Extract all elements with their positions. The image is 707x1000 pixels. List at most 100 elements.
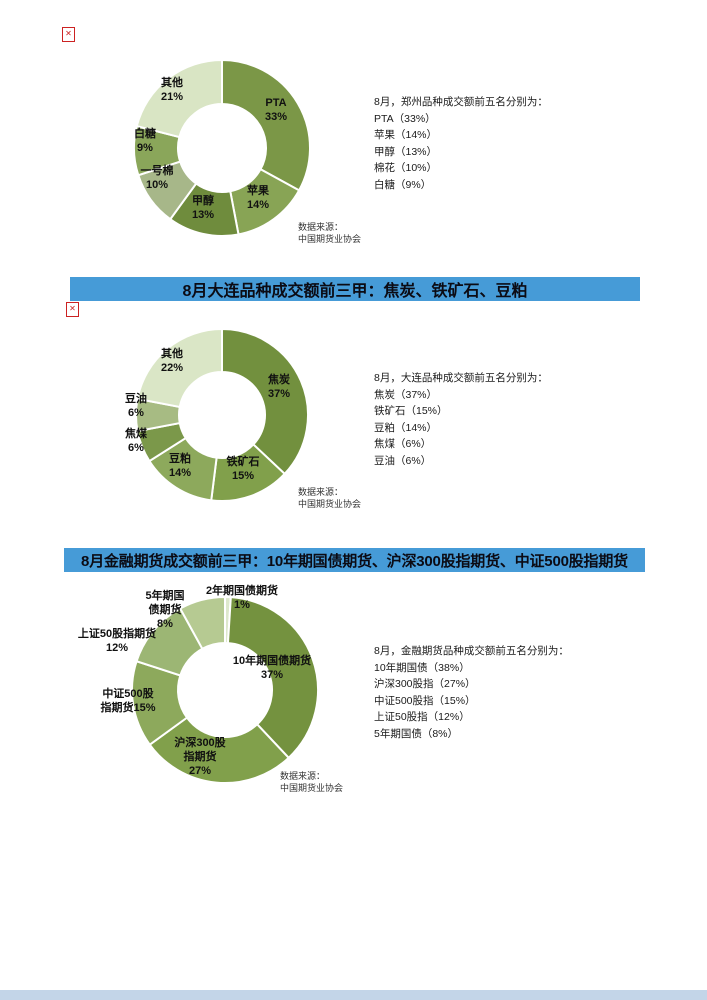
data-source: 数据来源： 中国期货业协会 [280, 770, 343, 794]
donut-svg [135, 327, 309, 502]
slice-label-line: 债期货 [148, 604, 182, 616]
slice-label: 一号棉 10% [141, 164, 174, 192]
note-intro: 8月，郑州品种成交额前五名分别为： [374, 96, 548, 108]
slice-label: 苹果 14% [247, 184, 269, 212]
slice-label-line: 其他 [161, 348, 183, 360]
donut-slice [226, 596, 319, 760]
note-item: 豆油（6%） [374, 454, 432, 467]
slice-label-line: 上证50股指期货 [77, 628, 157, 640]
slice-label-line: 指期货15% [100, 702, 156, 714]
slice-label-line: 焦煤 [125, 428, 147, 440]
slice-label-line: 6% [128, 442, 144, 454]
slice-label-line: 苹果 [247, 185, 269, 197]
broken-image-icon: ✕ [62, 27, 75, 42]
slice-label: 焦炭 37% [268, 373, 290, 401]
slice-label-line: 指期货 [183, 751, 217, 763]
slice-label: 2年期国债期货 1% [206, 584, 278, 612]
note-intro: 8月，大连品种成交额前五名分别为： [374, 372, 548, 384]
donut-slice [135, 58, 223, 139]
slice-label: PTA 33% [265, 96, 287, 124]
donut-slice [178, 595, 226, 651]
data-source-line: 中国期货业协会 [298, 234, 362, 244]
data-source-line: 中国期货业协会 [298, 499, 362, 509]
donut-chart-zhengzhou: PTA 33% 苹果 14% 甲醇 13% 一号棉 10% 白糖 9% 其他 21% [52, 48, 402, 253]
note-item: 焦炭（37%） [374, 388, 438, 401]
donut-slice [148, 716, 291, 784]
slice-label-line: 焦炭 [268, 374, 290, 386]
donut-slice [221, 327, 309, 476]
data-source: 数据来源： 中国期货业协会 [298, 221, 361, 245]
slice-label-line: 一号棉 [140, 165, 174, 177]
note-item: 焦煤（6%） [374, 438, 432, 450]
slice-label-line: 豆油 [125, 393, 147, 405]
note-item: PTA（33%） [374, 112, 436, 125]
slice-label: 豆油 6% [125, 392, 147, 420]
note-intro: 8月，金融期货品种成交额前五名分别为： [374, 645, 569, 657]
slice-label-line: 白糖 [134, 128, 156, 140]
note-item: 棉花（10%） [374, 162, 438, 174]
note-item: 上证50股指（12%） [374, 711, 470, 723]
note-items: PTA（33%） 苹果（14%） 甲醇（13%） 棉花（10%） 白糖（9%） [374, 111, 548, 194]
broken-image-icon: ✕ [66, 302, 79, 317]
slice-label-line: 10年期国债期货 [232, 655, 312, 667]
donut-slice [136, 327, 223, 409]
note-item: 5年期国债（8%） [374, 727, 459, 740]
slice-label-line: 沪深300股 [174, 737, 226, 749]
slice-label-line: 5年期国 [145, 590, 185, 602]
slice-label-line: 13% [191, 209, 215, 221]
donut-svg [131, 595, 319, 784]
donut-svg [133, 58, 311, 237]
note-item: 甲醇（13%） [374, 145, 438, 158]
note-item: 铁矿石（15%） [374, 405, 448, 417]
donut-chart-financial: 2年期国债期货 1% 10年期国债期货 37% 沪深300股 指期货 27% 中证500股 指期… [50, 578, 430, 813]
donut-chart-dalian: 焦炭 37% 铁矿石 15% 豆粕 14% 焦煤 6% 豆油 6% 其他 22% [52, 318, 402, 520]
slice-label: 豆粕 14% [169, 452, 191, 480]
slice-label-line: 33% [264, 111, 288, 123]
chart-note-zhengzhou: 8月，郑州品种成交额前五名分别为： PTA（33%） 苹果（14%） 甲醇（13%）… [374, 94, 548, 193]
slice-label-line: 10% [145, 179, 169, 191]
slice-label: 白糖 9% [134, 127, 156, 155]
slice-label: 其他 21% [161, 76, 183, 104]
data-source-line: 中国期货业协会 [280, 783, 344, 793]
slice-label: 沪深300股 指期货 27% [174, 736, 225, 778]
data-source-line: 数据来源： [298, 487, 344, 497]
slice-label-line: 37% [267, 388, 291, 400]
note-item: 豆粕（14%） [374, 421, 438, 434]
slice-label-line: 15% [231, 470, 255, 482]
slice-label-line: 1% [234, 599, 250, 611]
slice-label-line: 中证500股 [102, 688, 154, 700]
note-item: 沪深300股指（27%） [374, 678, 476, 690]
note-items: 焦炭（37%） 铁矿石（15%） 豆粕（14%） 焦煤（6%） 豆油（6%） [374, 387, 548, 470]
slice-label-line: 2年期国债期货 [205, 585, 279, 597]
slice-label-line: 27% [188, 765, 212, 777]
slice-label-line: 铁矿石 [226, 456, 260, 468]
slice-label: 甲醇 13% [192, 194, 214, 222]
slice-label-line: 14% [246, 199, 270, 211]
slice-label-line: 9% [137, 142, 153, 154]
chart-note-dalian: 8月，大连品种成交额前五名分别为： 焦炭（37%） 铁矿石（15%） 豆粕（14%）… [374, 370, 548, 469]
slice-label-line: 14% [168, 467, 192, 479]
note-items: 10年期国债（38%） 沪深300股指（27%） 中证500股指（15%） 上证50股… [374, 660, 569, 743]
slice-label: 中证500股 指期货15% [100, 687, 155, 715]
slice-label-line: 22% [160, 362, 184, 374]
note-item: 苹果（14%） [374, 129, 438, 141]
slice-label-line: 12% [105, 642, 129, 654]
slice-label-line: 甲醇 [192, 195, 214, 207]
data-source: 数据来源： 中国期货业协会 [298, 486, 361, 510]
donut-slice [221, 58, 311, 192]
section-banner-dalian: 8月大连品种成交额前三甲：焦炭、铁矿石、豆粕 [70, 277, 640, 301]
slice-label-line: 21% [160, 91, 184, 103]
slice-label-line: 豆粕 [169, 453, 191, 465]
slice-label: 其他 22% [161, 347, 183, 375]
section-banner-financial: 8月金融期货成交额前三甲：10年期国债期货、沪深300股指期货、中证500股指期… [64, 548, 645, 572]
chart-note-financial: 8月，金融期货品种成交额前五名分别为： 10年期国债（38%） 沪深300股指（2… [374, 643, 569, 742]
data-source-line: 数据来源： [280, 771, 326, 781]
data-source-line: 数据来源： [298, 222, 344, 232]
slice-label-line: 37% [260, 669, 284, 681]
slice-label: 焦煤 6% [125, 427, 147, 455]
slice-label: 上证50股指期货 12% [78, 627, 156, 655]
slice-label: 铁矿石 15% [227, 455, 260, 483]
slice-label-line: 8% [157, 618, 173, 630]
note-item: 中证500股指（15%） [374, 694, 476, 707]
